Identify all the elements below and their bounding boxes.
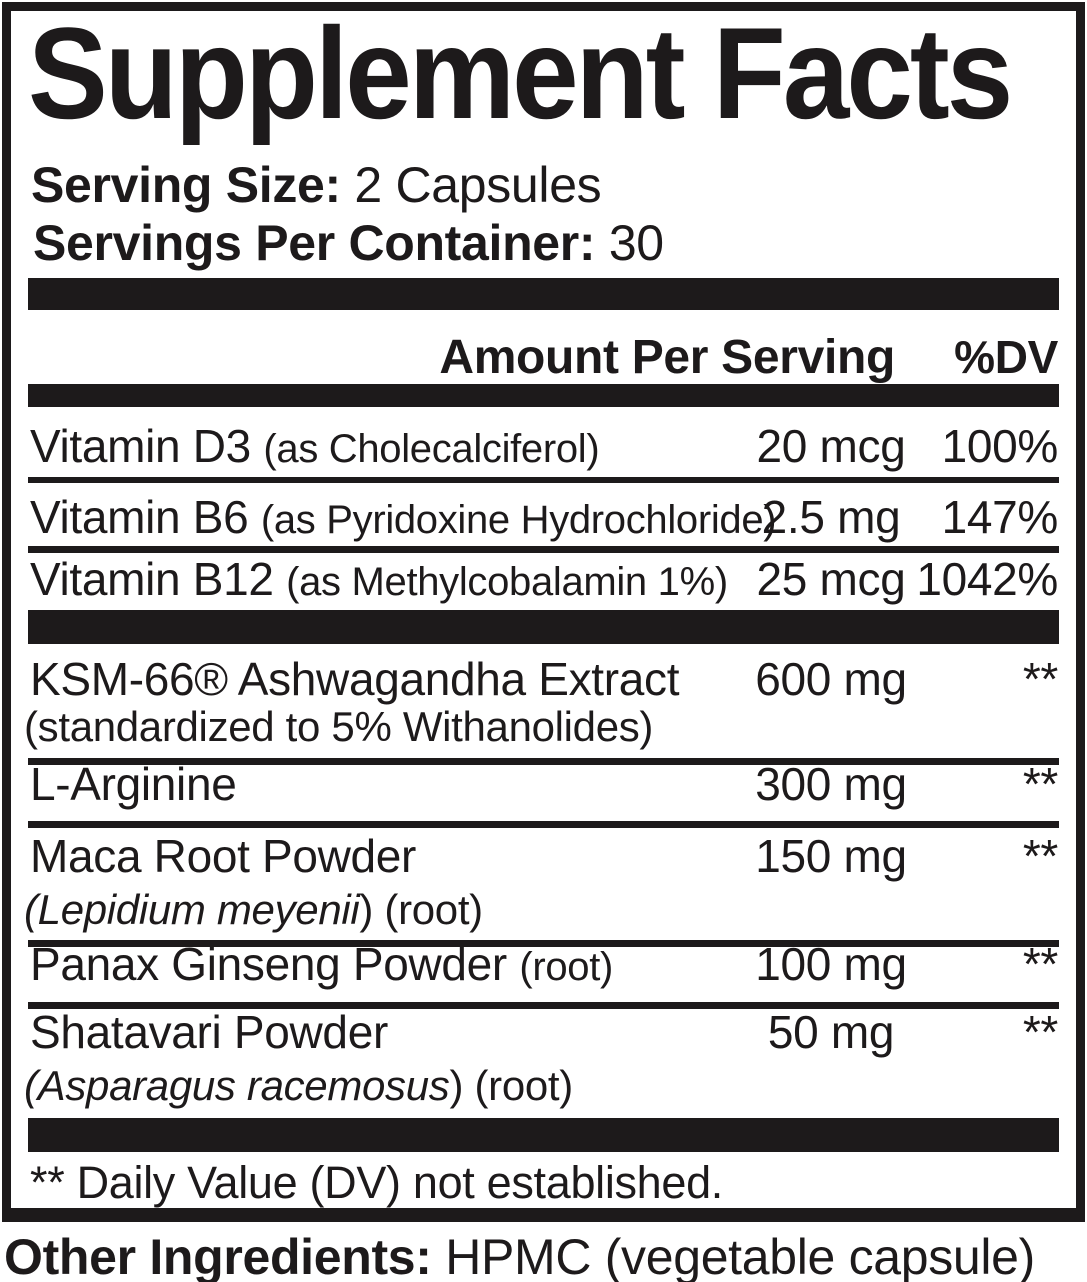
- section-bar-herbals: [28, 610, 1059, 644]
- plant-part: ) (root): [449, 1062, 573, 1109]
- other-ingredients-value: HPMC (vegetable capsule): [431, 1229, 1036, 1282]
- row-divider: [28, 758, 1059, 765]
- other-ingredients: Other Ingredients: HPMC (vegetable capsu…: [4, 1232, 1035, 1282]
- row-vitamin-b12-amount: 25 mcg: [756, 553, 906, 605]
- section-bar-top: [28, 278, 1059, 310]
- serving-size-label: Serving Size:: [31, 157, 341, 213]
- row-panax-ginseng-name: Panax Ginseng Powder (root): [30, 941, 613, 987]
- ingredient-detail: (as Methylcobalamin 1%): [286, 560, 728, 604]
- row-vitamin-d3-dv: 100%: [941, 420, 1059, 472]
- row-shatavari-dv: **: [1022, 1006, 1058, 1058]
- row-shatavari-amount: 50 mg: [767, 1006, 895, 1058]
- row-divider: [28, 940, 1059, 947]
- row-divider: [28, 821, 1059, 828]
- ingredient-name: Panax Ginseng Powder: [30, 938, 520, 990]
- row-vitamin-b12-dv: 1042%: [916, 553, 1058, 605]
- servings-per-container-label: Servings Per Container:: [33, 215, 596, 271]
- row-ashwagandha-name: KSM-66® Ashwagandha Extract: [30, 653, 680, 705]
- row-l-arginine-amount: 300 mg: [755, 758, 907, 810]
- row-panax-ginseng-amount: 100 mg: [755, 938, 907, 990]
- section-bar-header: [28, 384, 1059, 407]
- latin-name: (Asparagus racemosus: [24, 1062, 450, 1109]
- row-panax-ginseng-dv: **: [1022, 938, 1058, 990]
- servings-per-container-value: 30: [595, 215, 664, 271]
- ingredient-name: Vitamin B6: [30, 491, 261, 543]
- ingredient-name: Vitamin D3: [30, 420, 264, 472]
- ingredient-name: Vitamin B12: [30, 553, 287, 605]
- row-shatavari-name: Shatavari Powder: [30, 1006, 388, 1058]
- row-maca-name: Maca Root Powder: [30, 830, 417, 882]
- panel-title-text: Supplement Facts: [28, 0, 1013, 146]
- row-maca-subtext: (Lepidium meyenii) (root): [24, 889, 483, 931]
- latin-name: (Lepidium meyenii: [24, 886, 360, 933]
- row-maca-dv: **: [1022, 830, 1058, 882]
- row-vitamin-d3-amount: 20 mcg: [756, 420, 906, 472]
- footnote: ** Daily Value (DV) not established.: [30, 1157, 723, 1208]
- row-divider: [28, 477, 1059, 483]
- row-ashwagandha-amount: 600 mg: [755, 653, 907, 705]
- row-divider: [28, 1002, 1059, 1009]
- row-vitamin-d3-name: Vitamin D3 (as Cholecalciferol): [30, 420, 600, 472]
- row-maca-amount: 150 mg: [755, 830, 907, 882]
- ingredient-detail: (as Pyridoxine Hydrochloride): [260, 498, 777, 542]
- dv-header: %DV: [954, 331, 1058, 383]
- row-shatavari-subtext: (Asparagus racemosus) (root): [24, 1065, 573, 1107]
- panel-border: [2, 2, 1085, 1222]
- ingredient-detail: (as Cholecalciferol): [263, 427, 600, 471]
- row-l-arginine-dv: **: [1022, 758, 1058, 810]
- row-vitamin-b6-name: Vitamin B6 (as Pyridoxine Hydrochloride): [30, 491, 777, 543]
- plant-part: ) (root): [359, 886, 483, 933]
- row-vitamin-b6-amount: 2.5 mg: [761, 491, 901, 543]
- amount-per-serving-header: Amount Per Serving: [439, 331, 895, 384]
- other-ingredients-label: Other Ingredients:: [4, 1229, 432, 1282]
- row-ashwagandha-subtext: (standardized to 5% Withanolides): [24, 703, 654, 750]
- serving-size-value: 2 Capsules: [340, 157, 602, 213]
- section-bar-footnote: [28, 1118, 1059, 1152]
- row-vitamin-b6-dv: 147%: [941, 491, 1059, 543]
- serving-size-row: Serving Size: 2 Capsules: [31, 157, 602, 213]
- row-divider: [28, 546, 1059, 553]
- row-ashwagandha-dv: **: [1022, 653, 1058, 705]
- row-l-arginine-name: L-Arginine: [30, 758, 237, 810]
- ingredient-detail: (root): [519, 945, 614, 989]
- servings-per-container-row: Servings Per Container: 30: [33, 218, 664, 268]
- panel-title: Supplement Facts: [28, 8, 1087, 138]
- row-vitamin-b12-name: Vitamin B12 (as Methylcobalamin 1%): [30, 556, 728, 602]
